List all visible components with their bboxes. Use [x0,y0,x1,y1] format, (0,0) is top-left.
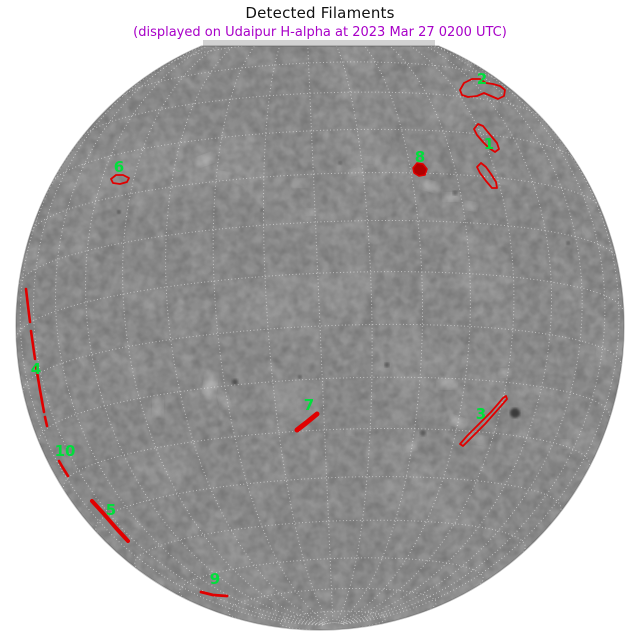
filament-contour [412,162,428,177]
grid-line [342,51,606,625]
sunspot [338,161,342,165]
grid-line [317,46,373,624]
grid-line [134,519,526,570]
surface-features [117,154,605,452]
grid-line [119,61,500,98]
sunspot [420,430,426,436]
grid-line [32,63,324,626]
filament-number-label: 2 [477,70,487,88]
filament-contour [34,364,46,414]
filament-number-label: 10 [55,442,76,460]
plage-region [583,223,593,241]
filament-contour [473,123,500,153]
sunspot [384,362,390,368]
sunspot [232,379,238,385]
plage-region [203,373,217,399]
grid-line [38,376,611,443]
filament-contour [43,415,49,428]
filament-contour [57,459,70,478]
plage-region [153,396,163,416]
plage-region [499,369,511,377]
grid-line [306,46,334,624]
grid-line [52,128,575,182]
sunspot [117,210,121,214]
plage-region [421,180,439,192]
grid-line [338,46,471,624]
plage-region [535,388,545,394]
sunspot [298,375,302,379]
filament-number-label: 5 [106,501,116,519]
sunspot [566,241,570,245]
plage-region [444,193,460,201]
filament-number-label: 6 [114,158,124,176]
plage-region [306,209,318,215]
plage-region [216,171,230,181]
coordinate-grid [16,46,624,630]
plage-region [363,157,373,163]
image-top-band [203,40,435,47]
filament-contour [24,287,32,324]
solar-limb [15,45,625,631]
filament-contour [90,499,130,543]
grid-line [179,557,484,599]
grid-line [263,46,332,624]
filament-number-label: 1 [484,135,494,153]
plage-region [494,178,506,184]
filament-number-label: 8 [415,148,425,166]
filament-contour [459,395,508,447]
plage-region [257,173,267,179]
filament-contour [294,411,320,433]
plage-region [559,440,571,448]
filament-contour [476,162,498,189]
filament-number-label: 7 [304,396,314,414]
figure-subtitle: (displayed on Udaipur H-alpha at 2023 Ma… [133,25,507,40]
plage-region [597,345,605,359]
plage-region [346,429,354,435]
plage-region [438,379,456,389]
filament-number-label: 3 [476,405,486,423]
grid-line [212,46,330,624]
grid-line [62,428,591,491]
figure-title: Detected Filaments [245,4,395,22]
filament-number-label: 4 [31,360,41,378]
grid-line [328,46,423,624]
plage-region [463,201,477,211]
filament-number-label: 9 [210,570,220,588]
filament-annotations: 1 2 3 4 5 6 7 8 9 10 [24,70,508,598]
grid-line [19,136,323,626]
grid-line [81,91,541,138]
filament-contour [199,590,229,598]
grid-line [343,116,620,625]
filament-contour [29,329,37,361]
disk-texture [16,46,624,630]
plage-region [473,435,487,445]
sunspot [510,408,520,418]
grid-line [18,220,617,284]
plage-region [404,442,416,452]
grid-line [342,46,583,625]
filament-contour [110,174,130,185]
filament-contour [459,78,506,100]
plage-region [292,179,308,187]
plage-region [195,154,215,166]
sunspot [452,190,458,196]
plage-region [348,168,362,176]
plage-region [234,177,246,185]
grid-line [165,46,328,625]
sunspot [260,208,264,212]
